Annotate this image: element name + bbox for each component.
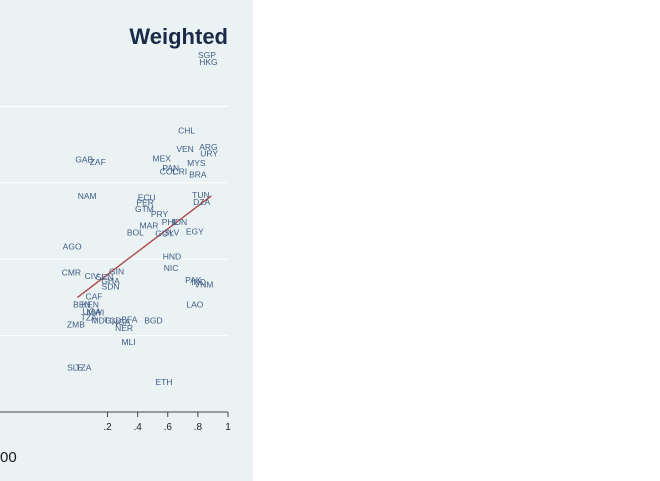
data-point-ecu: ECU	[138, 193, 156, 203]
data-point-mys: MYS	[187, 158, 206, 168]
data-point-nam: NAM	[78, 191, 97, 201]
data-point-dza: DZA	[193, 197, 210, 207]
x-tick-label: .4	[133, 422, 142, 433]
data-point-tza: TZA	[75, 362, 91, 372]
gridlines	[0, 105, 228, 337]
data-point-uga: UGA	[83, 307, 102, 317]
data-point-cmr: CMR	[62, 268, 81, 278]
data-point-bfa: BFA	[121, 315, 137, 325]
data-point-ner: NER	[115, 323, 133, 333]
data-point-chl: CHL	[178, 125, 195, 135]
data-point-pry: PRY	[151, 209, 169, 219]
data-point-ago: AGO	[63, 242, 82, 252]
x-axis-ticks: .2 .4 .6 .8 1	[103, 412, 231, 433]
data-point-pan: PAN	[162, 163, 179, 173]
data-point-bra: BRA	[189, 169, 207, 179]
data-point-tun: TUN	[192, 190, 209, 200]
data-point-bol: BOL	[127, 227, 144, 237]
data-point-zmb: ZMB	[67, 320, 85, 330]
data-point-ben: BEN	[73, 299, 90, 309]
data-point-mdg: MDG	[92, 316, 112, 326]
data-point-hkg: HKG	[199, 57, 217, 67]
chart-title: Weighted	[129, 24, 228, 49]
data-point-arg: ARG	[199, 142, 217, 152]
data-point-tza: TZA	[81, 312, 97, 322]
data-point-tcd: TCD	[104, 316, 121, 326]
data-point-sen: SEN	[96, 272, 113, 282]
data-point-col: COL	[160, 166, 178, 176]
data-point-mli: MLI	[122, 337, 136, 347]
data-point-gtm: GTM	[135, 204, 154, 214]
fit-line	[76, 195, 212, 298]
data-point-ken: KEN	[81, 299, 98, 309]
data-point-nga: NGA	[112, 317, 131, 327]
data-point-idn: IDN	[172, 217, 187, 227]
plot-panel	[0, 0, 253, 481]
x-tick-label: 1	[225, 422, 231, 433]
data-point-guy: GUY	[155, 229, 174, 239]
data-point-egy: EGY	[186, 226, 204, 236]
data-point-eth: ETH	[155, 377, 172, 387]
data-point-gin: GIN	[109, 266, 124, 276]
data-point-gab: GAB	[75, 154, 93, 164]
data-point-bgd: BGD	[144, 316, 162, 326]
data-point-per: PER	[136, 197, 153, 207]
data-point-ven: VEN	[176, 144, 193, 154]
data-point-vnm: VNM	[194, 279, 213, 289]
data-point-slv: SLV	[164, 227, 180, 237]
data-point-hnd: HND	[163, 252, 181, 262]
data-point-lao: LAO	[186, 299, 203, 309]
data-point-sle: SLE	[67, 362, 83, 372]
x-axis-title: 00	[0, 449, 17, 466]
data-point-mwi: MWI	[87, 308, 104, 318]
data-point-caf: CAF	[85, 291, 102, 301]
data-point-sgp: SGP	[198, 50, 216, 60]
data-point-ury: URY	[200, 148, 218, 158]
data-point-cri: CRI	[172, 166, 187, 176]
data-point-nic: NIC	[164, 263, 179, 273]
data-point-mar: MAR	[139, 221, 158, 231]
x-tick-label: .6	[164, 422, 173, 433]
data-point-civ: CIV	[85, 271, 100, 281]
data-point-zaf: ZAF	[90, 157, 106, 167]
data-point-sdn: SDN	[102, 282, 120, 292]
x-tick-label: .8	[194, 422, 203, 433]
x-tick-label: .2	[103, 422, 112, 433]
data-point-ind: IND	[191, 277, 206, 287]
data-point-mex: MEX	[153, 154, 172, 164]
data-point-pak: PAK	[185, 275, 202, 285]
data-point-gha: GHA	[101, 276, 120, 286]
data-point-phl: PHL	[162, 217, 179, 227]
